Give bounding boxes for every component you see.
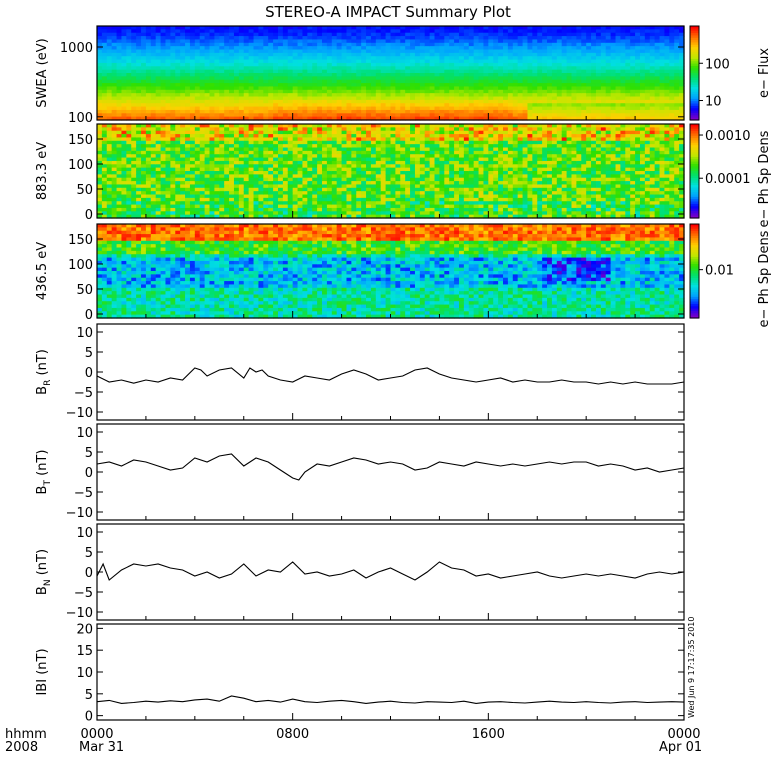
series-line-BN (96, 561, 685, 581)
frame-BR (96, 323, 685, 421)
y-tick-label-BN-2: 0 (85, 566, 93, 581)
y-tick-label-BN-4: −10 (66, 606, 93, 621)
time-axis-footer: hhmm 2008 Mar 31 Apr 01 (5, 727, 702, 755)
y-tick-label-BR-0: 10 (76, 326, 93, 341)
y-tick-label-BR-2: 0 (85, 366, 93, 381)
colorbar-tick-label-swea_flux-0: 10 (705, 95, 722, 110)
colorbar-pad_883 (690, 124, 699, 219)
colorbar-tick-label-pad_883-0: 0.0001 (705, 172, 751, 187)
y-axis-label-pad_883: 883.3 eV (35, 142, 50, 200)
y-tick-label-BN-0: 10 (76, 526, 93, 541)
y-tick-label-B_magnitude-2: 10 (76, 666, 93, 681)
y-tick-label-BT-4: −10 (66, 506, 93, 521)
y-tick-label-B_magnitude-4: 0 (85, 710, 93, 725)
frame-BN (96, 523, 685, 621)
y-axis-label-BT: BT (nT) (35, 450, 53, 495)
y-tick-label-swea_flux-1: 1000 (60, 41, 93, 56)
y-tick-label-pad_436-1: 50 (76, 283, 93, 298)
colorbar-pad_436 (690, 224, 699, 319)
colorbar-tick-label-swea_flux-1: 100 (705, 57, 730, 72)
y-tick-label-B_magnitude-1: 15 (76, 644, 93, 659)
colorbar-frame-pad_436 (689, 223, 700, 319)
y-tick-label-B_magnitude-3: 5 (85, 688, 93, 703)
y-tick-label-pad_883-3: 150 (68, 133, 93, 148)
colorbar-swea_flux (690, 26, 699, 121)
y-axis-label-pad_436: 436.5 eV (35, 242, 50, 300)
y-tick-label-BR-1: 5 (85, 346, 93, 361)
y-tick-label-B_magnitude-0: 20 (76, 622, 93, 637)
colorbar-label-pad_436: e− Ph Sp Dens (757, 230, 772, 327)
y-tick-label-BT-2: 0 (85, 466, 93, 481)
end-date-label: Apr 01 (659, 740, 702, 755)
colorbar-tick-label-pad_436-0: 0.01 (705, 264, 734, 279)
series-line-B_magnitude (96, 695, 685, 704)
y-axis-label-BR: BR (nT) (35, 349, 53, 395)
colorbar-tick-label-pad_883-1: 0.0010 (705, 129, 751, 144)
colorbar-label-pad_883: e− Ph Sp Dens (757, 130, 772, 227)
y-axis-label-swea_flux: SWEA (eV) (35, 38, 50, 107)
y-axis-label-B_magnitude: IBI (nT) (35, 648, 50, 695)
y-tick-label-pad_883-0: 0 (85, 208, 93, 223)
plot-title: STEREO-A IMPACT Summary Plot (265, 3, 511, 21)
y-tick-label-BT-3: −5 (74, 486, 93, 501)
x-tick-label-0: 0000 (80, 727, 113, 742)
generation-timestamp: Wed Jun 9 17:17:35 2010 (687, 617, 696, 719)
frame-BT (96, 423, 685, 521)
frame-B_magnitude (96, 623, 685, 721)
spectrogram-pad_436 (97, 224, 685, 319)
spectrogram-pad_883 (97, 124, 685, 219)
x-tick-label-1: 0800 (276, 727, 309, 742)
y-tick-label-BR-3: −5 (74, 386, 93, 401)
y-tick-label-BT-1: 5 (85, 446, 93, 461)
y-tick-label-BR-4: −10 (66, 406, 93, 421)
x-tick-label-2: 1600 (472, 727, 505, 742)
y-axis-label-BN: BN (nT) (35, 549, 53, 595)
y-tick-label-swea_flux-0: 100 (68, 111, 93, 126)
y-tick-label-pad_436-3: 150 (68, 233, 93, 248)
y-tick-label-pad_883-1: 50 (76, 183, 93, 198)
series-line-BR (96, 367, 685, 385)
year-label: 2008 (5, 740, 38, 755)
series-line-BT (96, 453, 685, 481)
y-tick-label-pad_436-2: 100 (68, 258, 93, 273)
colorbar-frame-pad_883 (689, 123, 700, 219)
colorbar-frame-swea_flux (689, 25, 700, 121)
y-tick-label-pad_436-0: 0 (85, 308, 93, 323)
spectrogram-swea_flux (97, 26, 685, 121)
colorbar-label-swea_flux: e− Flux (757, 48, 772, 98)
x-tick-label-3: 0000 (667, 727, 700, 742)
y-tick-label-BN-1: 5 (85, 546, 93, 561)
time-format-label: hhmm (5, 727, 47, 742)
y-tick-label-BN-3: −5 (74, 586, 93, 601)
y-tick-label-BT-0: 10 (76, 426, 93, 441)
y-tick-label-pad_883-2: 100 (68, 158, 93, 173)
start-date-label: Mar 31 (79, 740, 124, 755)
